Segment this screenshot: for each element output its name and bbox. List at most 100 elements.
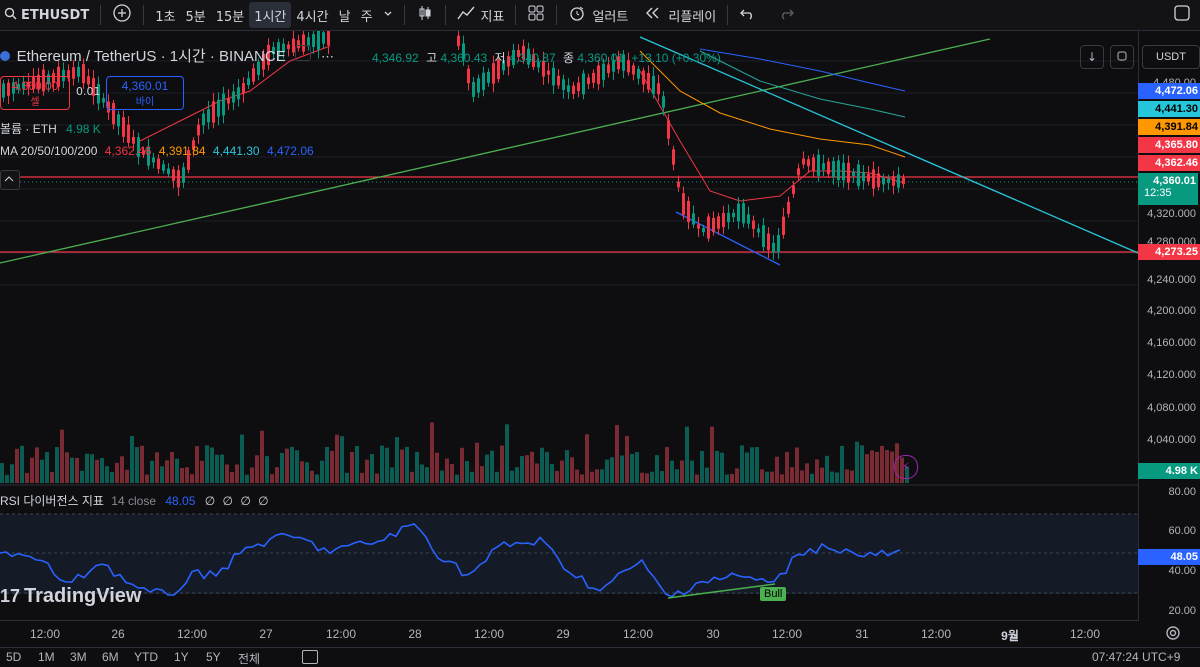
reset-button[interactable] — [1110, 45, 1134, 69]
close-value: 4,360.01 — [577, 51, 625, 65]
rsi-extra-2: ∅ — [222, 494, 233, 508]
candle-body — [477, 78, 480, 93]
volume-bar — [820, 467, 824, 483]
currency-selector[interactable]: USDT — [1142, 45, 1200, 69]
scroll-down-button[interactable]: ↓ — [1080, 45, 1104, 69]
candle-body — [37, 74, 40, 89]
time-tick: 12:00 — [325, 627, 357, 641]
candle-body — [267, 44, 270, 66]
alert-button[interactable]: 얼러트 — [563, 2, 633, 28]
volume-bar — [480, 466, 484, 483]
volume-bar — [385, 447, 389, 483]
volume-bar — [680, 460, 684, 483]
rsi-extra-4: ∅ — [258, 494, 269, 508]
candle-body — [467, 68, 470, 84]
volume-bar — [245, 474, 249, 483]
volume-bar — [620, 455, 624, 483]
candle-body — [222, 93, 225, 116]
candle-body — [632, 65, 635, 75]
candle-body — [587, 77, 590, 85]
interval-dropdown[interactable] — [378, 2, 398, 28]
volume-bar — [850, 470, 854, 483]
candle-body — [302, 34, 305, 52]
volume-bar — [205, 445, 209, 483]
interval-1h[interactable]: 1시간 — [249, 2, 292, 28]
interval-1s[interactable]: 1초 — [155, 9, 176, 25]
volume-bar — [835, 472, 839, 483]
candle-body — [782, 216, 785, 235]
volume-bar — [730, 473, 734, 483]
calendar-icon[interactable] — [302, 650, 318, 664]
divider — [556, 5, 558, 25]
volume-bar — [590, 471, 594, 483]
range-6m[interactable]: 6M — [102, 650, 119, 664]
fullscreen-button[interactable] — [1168, 2, 1196, 28]
downtrend-line[interactable] — [639, 36, 1138, 254]
add-circle-icon — [112, 3, 132, 27]
candle-body — [212, 101, 215, 123]
interval-5m[interactable]: 5분 — [185, 9, 206, 25]
volume-bar — [675, 469, 679, 483]
volume-bar — [370, 454, 374, 483]
replay-button[interactable]: 리플레이 — [639, 2, 721, 28]
reload-icon — [1116, 50, 1128, 65]
candle-body — [737, 203, 740, 222]
candle-body — [172, 169, 175, 181]
redo-button[interactable] — [772, 2, 800, 28]
interval-4h[interactable]: 4시간 — [296, 9, 329, 25]
chart-canvas[interactable] — [0, 31, 1138, 621]
range-3m[interactable]: 3M — [70, 650, 87, 664]
grid-icon — [527, 4, 545, 26]
sell-button[interactable]: 4,360.00 셀 — [0, 76, 70, 110]
range-5d[interactable]: 5D — [6, 650, 22, 664]
volume-bar — [210, 447, 214, 483]
chart-area[interactable]: Ethereum / TetherUS · 1시간 · BINANCE ⋯ 4,… — [0, 31, 1138, 617]
candle-body — [897, 174, 900, 188]
candle-body — [592, 72, 595, 83]
layouts-button[interactable] — [522, 2, 550, 28]
lightning-icon[interactable]: ⚡ — [894, 455, 918, 479]
volume-bar — [400, 449, 404, 483]
range-5y[interactable]: 5Y — [206, 650, 221, 664]
price-tick: 4,040.000 — [1147, 434, 1196, 446]
ohlc-values: 4,346.92 고 4,360.43 저 4,340.87 종 4,360.0… — [372, 49, 721, 66]
volume-bar — [545, 452, 549, 483]
candle-body — [177, 170, 180, 188]
uptrend-line[interactable] — [0, 38, 991, 264]
volume-bar — [225, 464, 229, 483]
candlesticks — [2, 31, 905, 260]
candle-body — [657, 83, 660, 95]
compare-button[interactable] — [107, 2, 137, 28]
candle-body — [627, 60, 630, 73]
candle-body — [642, 70, 645, 85]
symbol-search[interactable]: ETHUSDT — [0, 2, 94, 28]
volume-label: 볼륨 · ETH — [0, 122, 57, 136]
chart-type-button[interactable] — [411, 2, 439, 28]
ma200-value: 4,472.06 — [266, 144, 314, 158]
candle-body — [17, 84, 20, 90]
buy-button[interactable]: 4,360.01 바이 — [106, 76, 184, 110]
high-value: 4,360.43 — [440, 51, 488, 65]
time-axis[interactable]: 12:00 26 12:00 27 12:00 28 12:00 29 12:00 30 12:00… — [0, 620, 1138, 647]
volume-bar — [55, 447, 59, 483]
range-1m[interactable]: 1M — [38, 650, 55, 664]
range-ytd[interactable]: YTD — [134, 650, 158, 664]
undo-button[interactable] — [734, 2, 762, 28]
interval-day[interactable]: 날 — [338, 9, 351, 25]
interval-15m[interactable]: 15분 — [215, 9, 245, 25]
volume-bar — [510, 470, 514, 483]
volume-bar — [815, 459, 819, 483]
volume-bar — [565, 450, 569, 483]
time-tick: 12:00 — [1069, 627, 1101, 641]
volume-bar — [40, 459, 44, 483]
collapse-legend-button[interactable] — [0, 170, 20, 190]
candle-body — [297, 40, 300, 49]
rsi-band — [0, 514, 1138, 594]
interval-week[interactable]: 주 — [360, 9, 373, 25]
range-전체[interactable]: 전체 — [238, 652, 261, 666]
top-toolbar: ETHUSDT 1초 5분 15분 1시간 4시간 날 주 지표 얼러트 리플레… — [0, 0, 1200, 31]
settings-button[interactable] — [1164, 624, 1182, 646]
range-1y[interactable]: 1Y — [174, 650, 189, 664]
price-tick: 4,320.000 — [1147, 208, 1196, 220]
indicators-button[interactable]: 지표 — [452, 2, 510, 28]
